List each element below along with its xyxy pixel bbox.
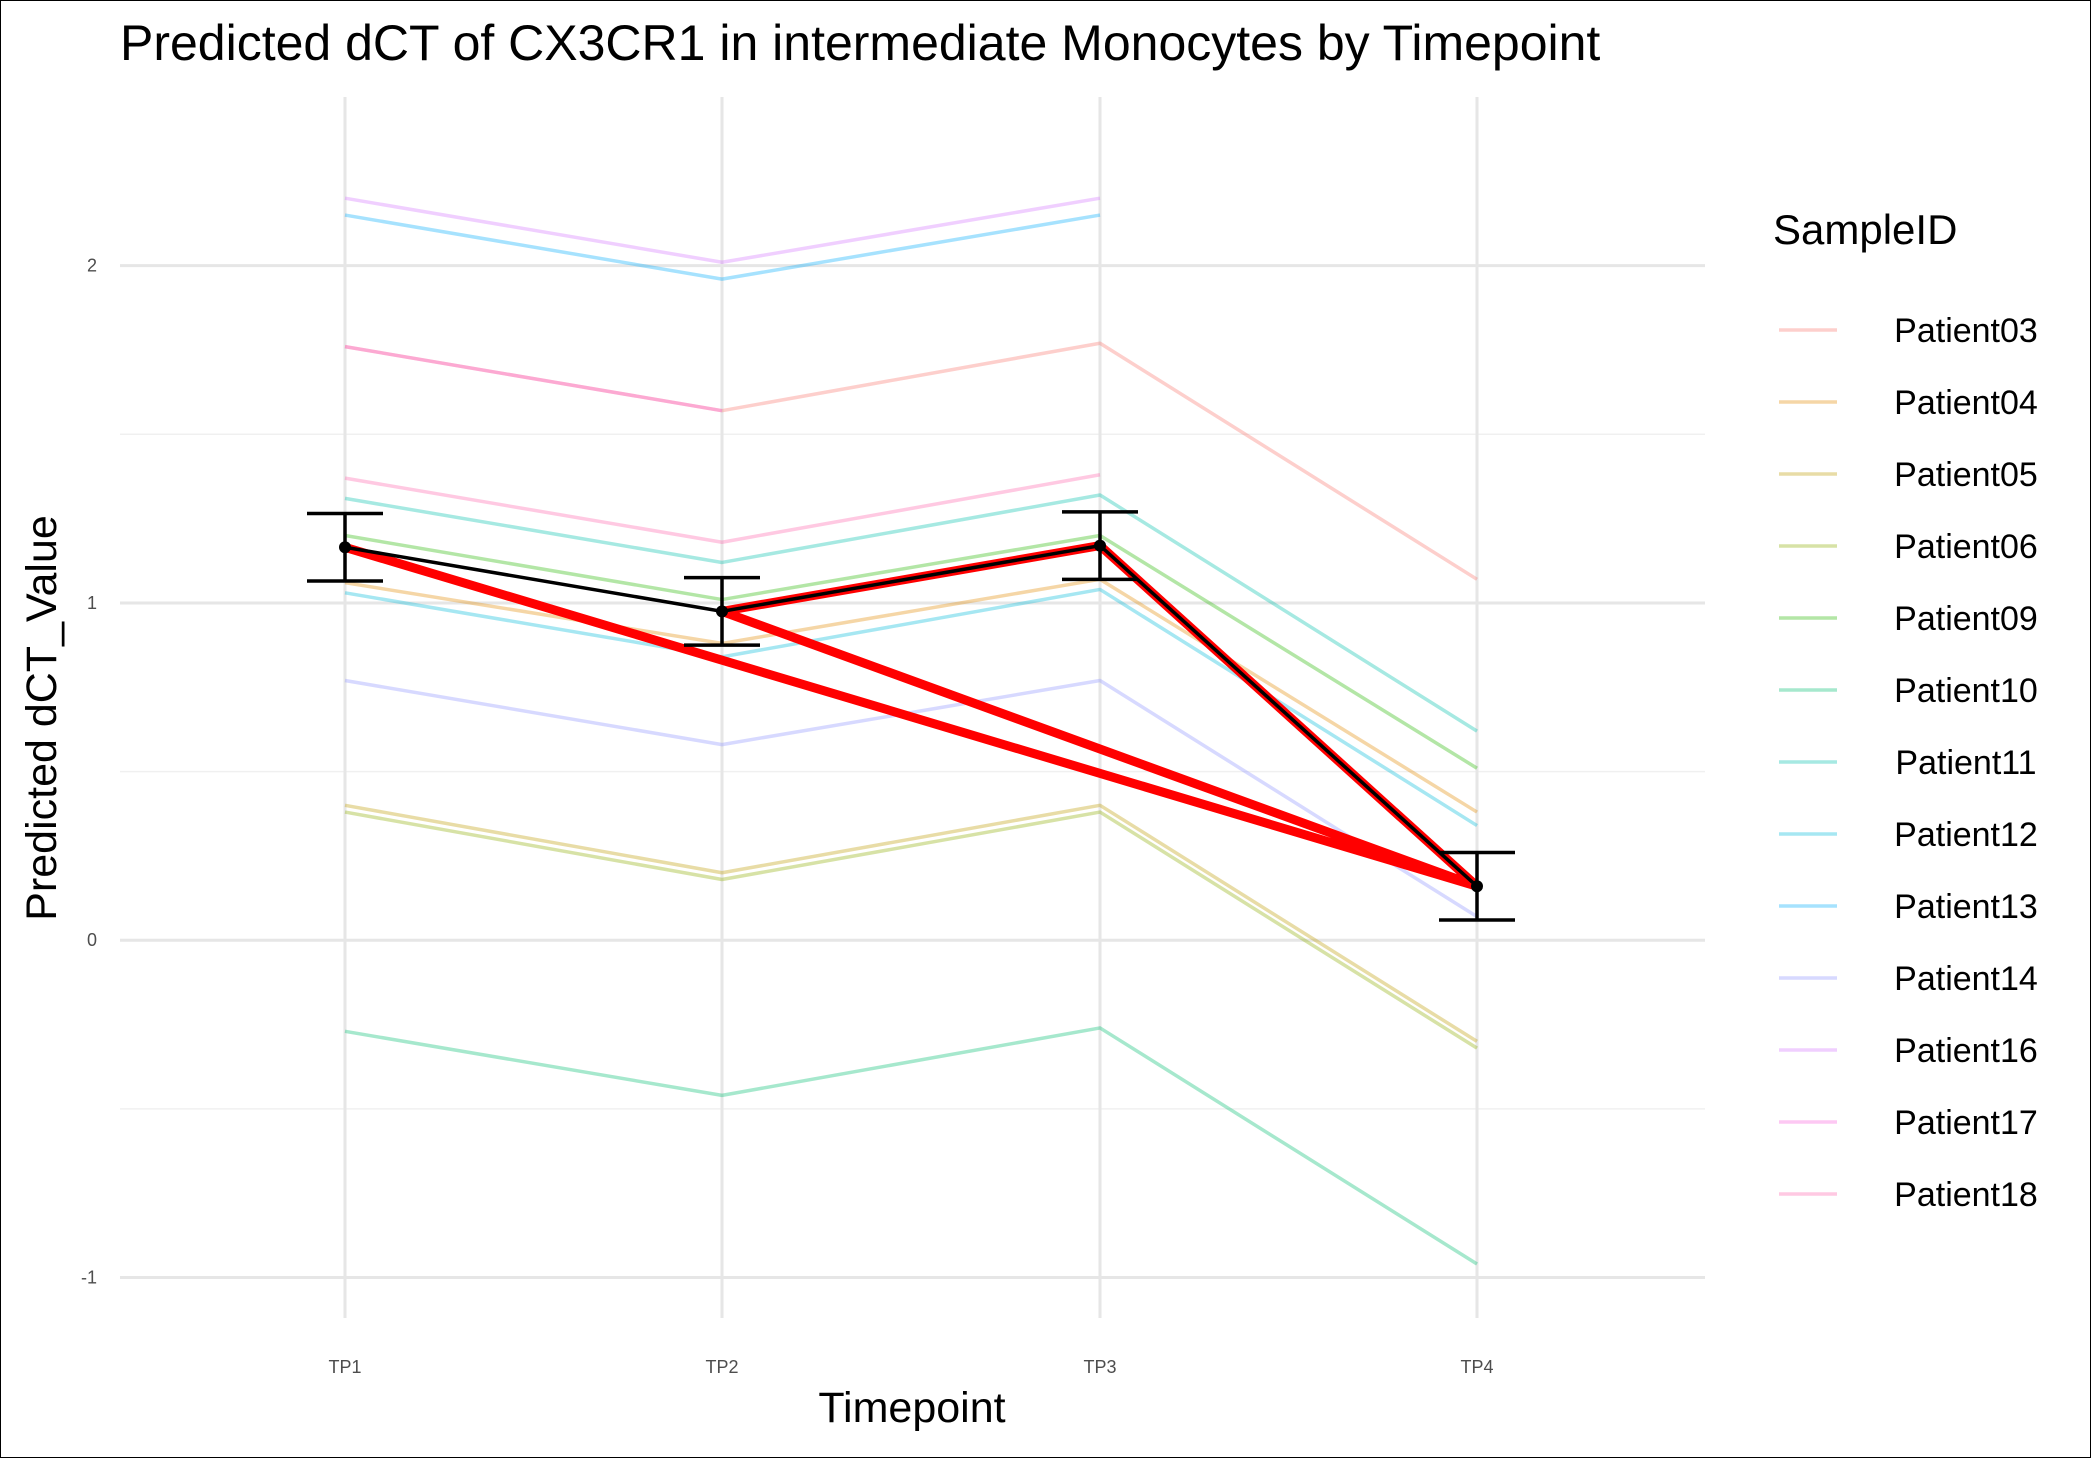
legend-label: Patient06: [1894, 528, 2038, 566]
legend-label: Patient16: [1894, 1032, 2038, 1070]
grid: [120, 97, 1705, 1318]
x-axis-ticks: TP1 TP2 TP3 TP4: [328, 1357, 1493, 1377]
mean-point: [1471, 880, 1483, 893]
legend-label: Patient18: [1894, 1176, 2038, 1214]
legend-label: Patient10: [1894, 672, 2038, 710]
legend-label: Patient04: [1894, 384, 2038, 422]
legend-items: Patient03 Patient04 Patient05 Patient06 Pati…: [1779, 312, 2038, 1214]
y-tick-label: 2: [87, 256, 97, 276]
y-tick-label: 0: [87, 930, 97, 950]
mean-point: [716, 605, 728, 618]
chart-title: Predicted dCT of CX3CR1 in intermediate …: [120, 15, 1600, 71]
mean-path: [344, 543, 1479, 888]
series-line-patient17: [344, 344, 723, 413]
x-tick-label: TP1: [328, 1357, 361, 1377]
y-axis-title: Predicted dCT_Value: [18, 515, 66, 921]
series-line-patient12: [344, 587, 1478, 828]
series-line-patient11: [344, 493, 1478, 733]
legend-label: Patient03: [1894, 312, 2038, 350]
legend-label: Patient13: [1894, 888, 2038, 926]
legend: SampleID Patient03Patient04Patient05Pati…: [1773, 206, 2038, 1214]
legend-title: SampleID: [1773, 206, 1957, 253]
legend-label: Patient17: [1894, 1104, 2038, 1142]
series-line-patient04: [344, 577, 1478, 814]
series-line-patient18: [344, 473, 1101, 544]
series-line-patient13: [344, 213, 1101, 281]
legend-label: Patient12: [1894, 816, 2038, 854]
y-tick-label: -1: [81, 1268, 97, 1288]
x-axis-title: Timepoint: [818, 1384, 1005, 1432]
legend-label: Patient11: [1895, 744, 2036, 782]
x-tick-label: TP2: [705, 1357, 738, 1377]
mean-point: [1094, 539, 1106, 552]
series-line-patient05: [344, 803, 1478, 1043]
legend-label: Patient05: [1894, 456, 2038, 494]
y-tick-label: 1: [87, 593, 97, 613]
mean-line: [307, 510, 1515, 922]
x-tick-label: TP3: [1083, 1357, 1116, 1377]
series-line-patient06: [344, 810, 1478, 1050]
series-line-patient16: [344, 196, 1101, 265]
series-line-patient03: [344, 341, 1478, 581]
mean-point: [339, 541, 351, 554]
legend-label: Patient09: [1894, 600, 2038, 638]
series-line-patient09: [344, 533, 1478, 770]
series-line-patient10: [344, 1026, 1478, 1266]
legend-label: Patient14: [1894, 960, 2038, 998]
x-tick-label: TP4: [1460, 1357, 1493, 1377]
y-axis-ticks: -1 0 1 2: [81, 256, 97, 1288]
